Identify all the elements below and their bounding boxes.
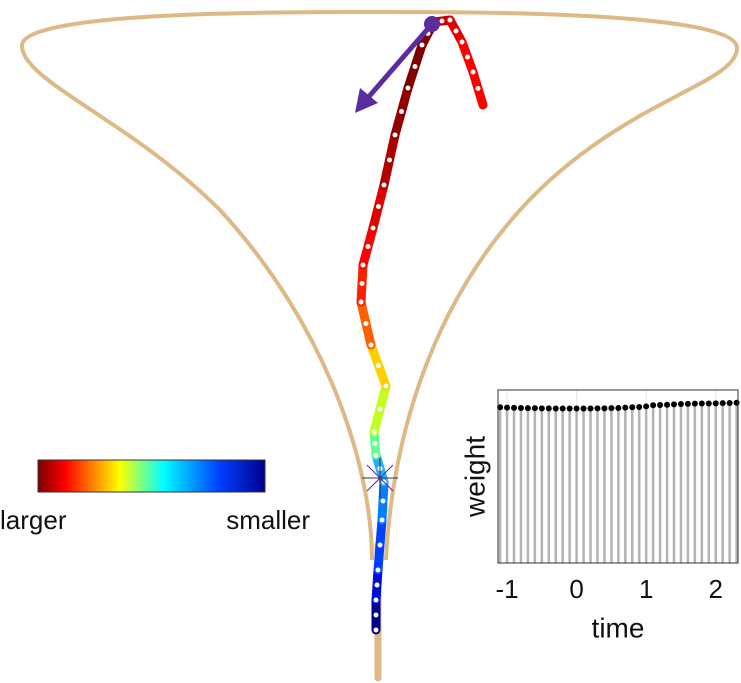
trajectory-dot: [377, 406, 383, 412]
axes-box: [497, 389, 739, 564]
trajectory-dot: [392, 132, 398, 138]
x-tick-label: 0: [569, 574, 583, 604]
colorbar-left-label: larger: [0, 505, 67, 535]
trajectory-dot: [358, 299, 364, 305]
trajectory-dot: [379, 517, 385, 523]
trajectory-dot: [380, 498, 386, 504]
stem-marker: [538, 405, 545, 412]
trajectory-dot: [372, 441, 378, 446]
trajectory-dot: [470, 69, 476, 75]
trajectory-dot: [374, 582, 380, 588]
trajectory-dot: [399, 109, 404, 114]
trajectory-dot: [363, 321, 369, 326]
trajectory-dot: [439, 18, 445, 24]
trajectory-dot: [381, 182, 387, 188]
stem-marker: [587, 405, 594, 412]
stem-marker: [559, 405, 566, 412]
stem-marker: [601, 405, 608, 412]
trajectory-dot: [373, 452, 379, 458]
trajectory-dot: [419, 42, 425, 48]
trajectory-dot: [475, 86, 481, 91]
trajectory-dot: [447, 17, 453, 23]
stem-marker: [531, 405, 538, 412]
stem-marker: [504, 404, 511, 411]
stem-marker: [733, 399, 740, 406]
stem-marker: [705, 400, 712, 407]
funnel: [19, 9, 740, 561]
trajectory-dot: [377, 542, 383, 548]
trajectory: [356, 15, 488, 635]
trajectory-dot: [376, 204, 381, 209]
stem-marker: [671, 401, 677, 408]
stem-marker: [629, 404, 636, 411]
stem-marker: [657, 402, 664, 409]
stem-marker: [545, 405, 552, 412]
stem-marker: [573, 405, 580, 412]
trajectory-dot: [387, 157, 392, 163]
stem-marker: [566, 405, 573, 412]
stem-marker: [636, 403, 643, 410]
stem-marker: [726, 399, 733, 406]
stem-marker: [684, 400, 691, 407]
agent: [424, 16, 440, 32]
trajectory-dot: [365, 244, 371, 249]
stem-marker: [691, 400, 698, 407]
stem-marker: [608, 405, 615, 412]
trajectory-dot: [371, 429, 377, 435]
trajectory-dot: [405, 85, 411, 91]
stem-marker: [580, 405, 587, 412]
stem-marker: [712, 400, 719, 407]
stem-marker: [511, 404, 517, 411]
trajectory-dot: [373, 627, 379, 633]
trajectory-dot: [375, 567, 381, 573]
stem-marker: [524, 405, 531, 412]
stem-marker: [517, 404, 524, 411]
trajectory-dot: [373, 612, 379, 618]
stem-marker: [594, 405, 601, 412]
stem-marker: [664, 401, 671, 408]
trajectory-dot: [360, 262, 366, 268]
stem-chart: -1 0 1 2 time weight: [459, 389, 740, 643]
stem-marker: [552, 405, 559, 412]
stem-marker: [650, 402, 657, 409]
trajectory-dot: [459, 39, 465, 45]
trajectory-dot: [370, 225, 376, 231]
stem-marker: [698, 400, 705, 407]
trajectory-dot: [383, 383, 389, 389]
x-tick-label: 2: [709, 574, 723, 604]
stem-marker: [643, 403, 650, 410]
trajectory-dot: [412, 64, 418, 69]
stem-marker: [497, 404, 504, 411]
y-axis-label: weight: [459, 436, 490, 518]
heading-arrow: [364, 22, 434, 102]
colorbar-right-label: smaller: [226, 505, 310, 535]
trajectory-dot: [376, 363, 381, 368]
trajectory-dot: [465, 54, 470, 60]
stem-marker: [622, 404, 629, 411]
trajectory-dot: [373, 597, 379, 603]
x-tick-label: -1: [495, 574, 518, 604]
x-tick-label: 1: [639, 574, 653, 604]
trajectory-dot: [368, 342, 374, 348]
colorbar: [37, 459, 266, 493]
stem-marker: [677, 401, 684, 408]
x-axis-label: time: [592, 612, 645, 643]
trajectory-dot: [453, 28, 459, 34]
stem-marker: [615, 404, 622, 411]
stem-marker: [719, 400, 726, 407]
star-marker: [362, 458, 398, 498]
trajectory-dot: [359, 281, 365, 286]
arrow-head: [355, 88, 378, 113]
